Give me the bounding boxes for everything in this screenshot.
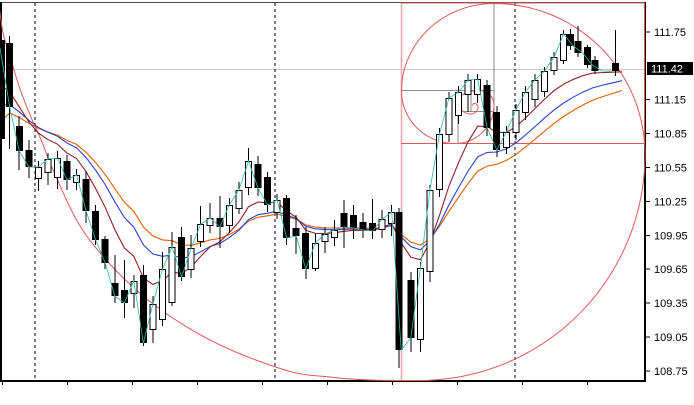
svg-text:110.25: 110.25 xyxy=(654,196,687,208)
svg-text:111.42: 111.42 xyxy=(651,64,683,76)
svg-text:109.65: 109.65 xyxy=(654,264,688,276)
svg-text:109.95: 109.95 xyxy=(654,230,688,242)
svg-text:109.35: 109.35 xyxy=(654,298,688,310)
svg-text:111.15: 111.15 xyxy=(654,95,686,107)
svg-text:108.75: 108.75 xyxy=(654,366,688,378)
svg-text:110.55: 110.55 xyxy=(654,162,687,174)
svg-text:109.05: 109.05 xyxy=(654,332,688,344)
svg-text:110.85: 110.85 xyxy=(654,129,687,141)
svg-text:111.75: 111.75 xyxy=(654,27,686,39)
